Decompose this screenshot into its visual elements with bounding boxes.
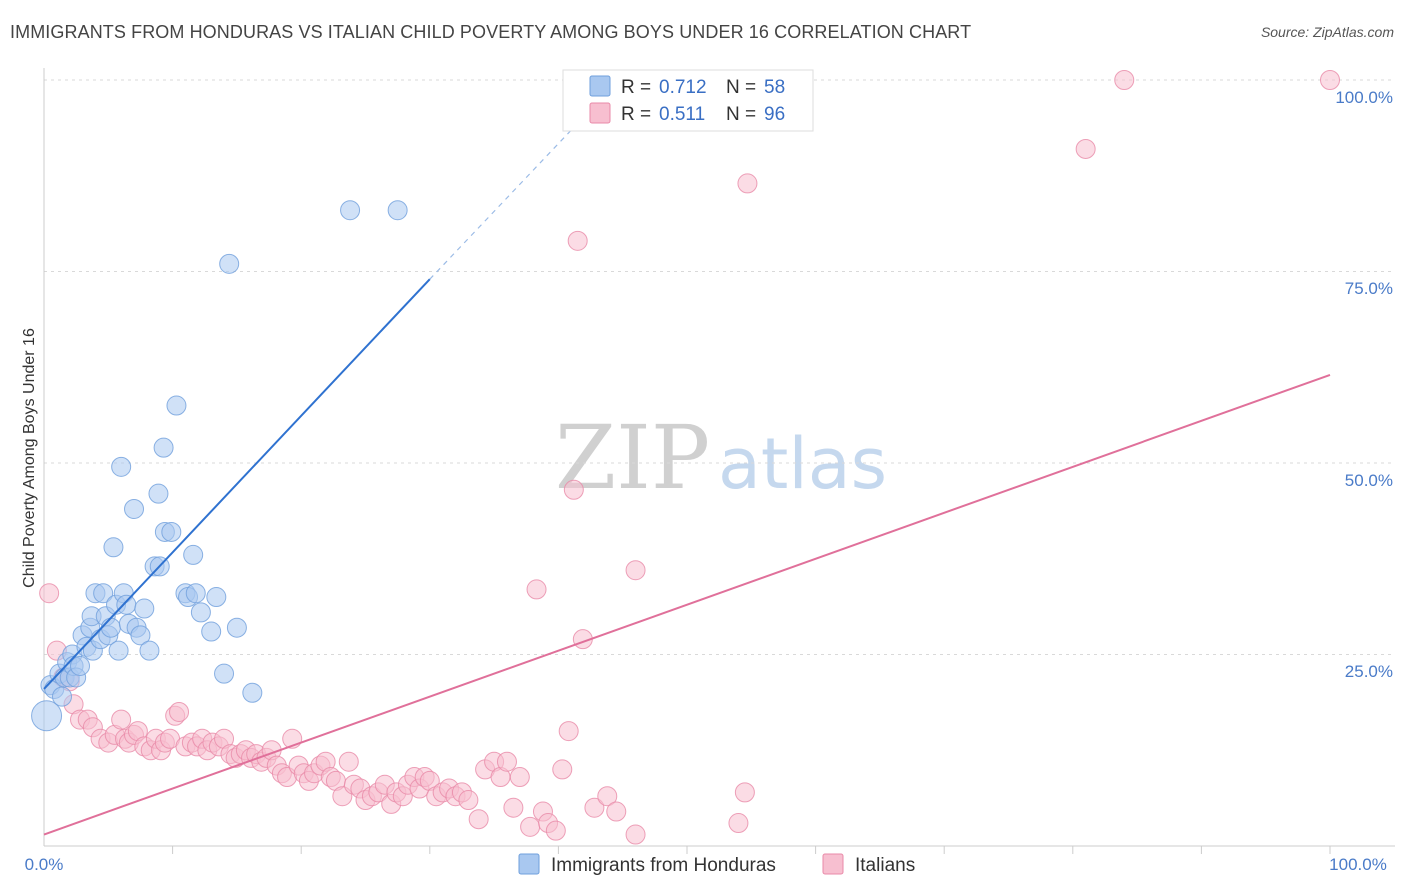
bottom-legend-swatch-italians [822,853,844,875]
honduras-point-48 [206,587,227,608]
legend-n-value-honduras: 58 [764,77,785,98]
honduras-point-50 [219,253,240,274]
bottom-legend-label-italians: Italians [855,855,915,876]
italians-point-90 [567,230,588,251]
italians-point-99 [737,173,758,194]
italians-point-89 [563,479,584,500]
honduras-point-46 [190,602,211,623]
honduras-point-44 [183,544,204,565]
honduras-point-34 [139,640,160,661]
italians-point-79 [496,751,517,772]
bottom-legend: Immigrants from Honduras Italians [518,853,915,876]
honduras-point-30 [124,498,145,519]
bottom-legend-label-honduras: Immigrants from Honduras [551,855,776,876]
legend-swatch-italians [589,102,611,124]
italians-point-95 [625,824,646,845]
watermark-atlas: atlas [718,423,887,505]
honduras-trend-line [43,278,431,690]
honduras-point-0 [31,700,63,732]
x-tick-label-min: 0.0% [25,855,64,874]
italians-points [39,70,1340,845]
italians-point-11 [111,709,132,730]
italians-point-75 [468,809,489,830]
legend-r-label-honduras: R = [621,77,651,98]
honduras-point-19 [93,583,114,604]
y-tick-label-25: 25.0% [1345,662,1393,681]
italians-point-87 [552,759,573,780]
italians-point-96 [625,560,646,581]
honduras-point-38 [153,437,174,458]
italians-point-88 [558,721,579,742]
chart-title: IMMIGRANTS FROM HONDURAS VS ITALIAN CHIL… [10,22,972,42]
trend-lines [43,102,1331,836]
honduras-point-41 [166,395,187,416]
honduras-point-25 [108,640,129,661]
honduras-point-28 [116,594,137,615]
italians-point-74 [458,790,479,811]
legend-box: R = 0.712 N = 58 R = 0.511 N = 96 [562,69,814,132]
italians-point-102 [1320,70,1340,90]
honduras-point-36 [148,483,169,504]
honduras-point-40 [161,521,182,542]
bottom-legend-swatch-honduras [518,853,540,875]
honduras-point-45 [185,583,206,604]
italians-trend-line [43,373,1331,836]
italians-point-98 [734,782,755,803]
honduras-point-52 [242,682,263,703]
legend-r-value-italians: 0.511 [659,104,705,125]
italians-point-0 [39,583,60,604]
honduras-point-49 [214,663,235,684]
italians-point-82 [520,816,541,837]
gridlines [44,79,1395,655]
italians-point-93 [597,786,618,807]
italians-point-86 [545,820,566,841]
x-tick-label-max: 100.0% [1329,855,1387,874]
legend-n-value-italians: 96 [764,104,785,125]
italians-point-100 [1075,138,1096,159]
y-tick-label-100: 100.0% [1335,88,1393,107]
honduras-trend-extension [429,102,598,280]
honduras-point-26 [111,456,132,477]
honduras-point-33 [134,598,155,619]
honduras-point-22 [100,617,121,638]
honduras-points [31,200,408,732]
italians-point-80 [503,797,524,818]
honduras-point-51 [226,617,247,638]
italians-point-94 [606,801,627,822]
honduras-point-47 [201,621,222,642]
legend-n-label-honduras: N = [726,77,756,98]
y-tick-label-75: 75.0% [1345,279,1393,298]
italians-point-83 [526,579,547,600]
italians-point-92 [584,797,605,818]
honduras-point-23 [103,537,124,558]
italians-point-101 [1114,70,1135,90]
legend-swatch-honduras [589,75,611,97]
honduras-point-53 [340,200,361,221]
source-credit: Source: ZipAtlas.com [1260,24,1394,40]
italians-point-23 [169,701,190,722]
honduras-point-54 [387,200,408,221]
y-axis-title: Child Poverty Among Boys Under 16 [21,328,38,588]
honduras-point-4 [52,686,73,707]
italians-point-81 [509,767,530,788]
legend-r-label-italians: R = [621,104,651,125]
italians-point-54 [338,751,359,772]
honduras-point-11 [70,655,91,676]
y-tick-label-50: 50.0% [1345,471,1393,490]
legend-r-value-honduras: 0.712 [659,77,707,98]
honduras-point-32 [130,625,151,646]
italians-point-97 [728,813,749,834]
legend-n-label-italians: N = [726,104,756,125]
